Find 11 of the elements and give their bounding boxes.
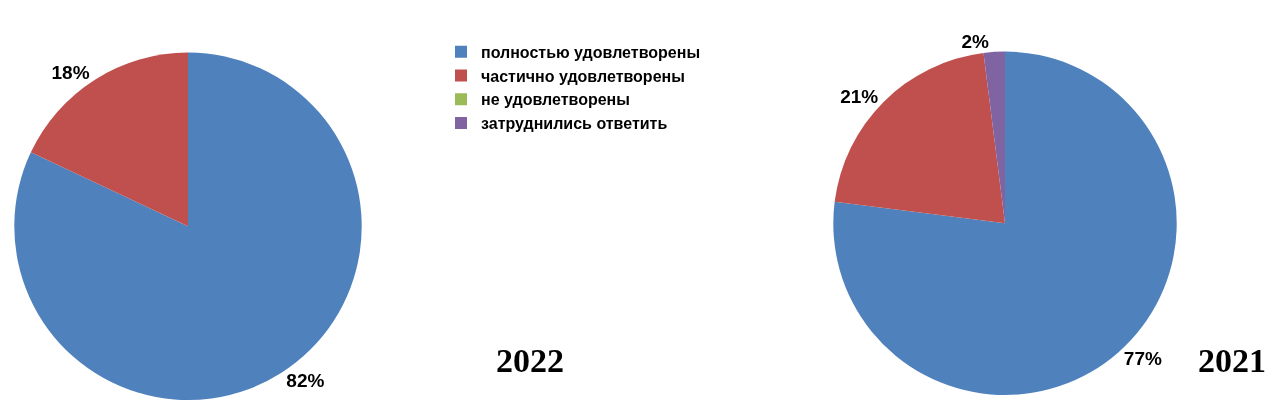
data-label: 2% <box>961 31 989 52</box>
legend-label: не удовлетворены <box>481 91 630 109</box>
legend-label: полностью удовлетворены <box>481 43 701 61</box>
slice-label: 2022 <box>496 342 564 379</box>
data-label: 82% <box>286 369 325 391</box>
slice-label: 2021 <box>1198 342 1266 379</box>
data-label: 77% <box>1123 347 1162 369</box>
legend-label: частично удовлетворены <box>481 67 685 85</box>
legend-label: затруднились ответить <box>481 115 668 133</box>
data-label: 18% <box>51 61 90 83</box>
data-label: 21% <box>840 86 879 108</box>
